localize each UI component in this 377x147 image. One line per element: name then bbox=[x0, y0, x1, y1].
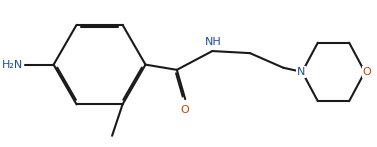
Text: O: O bbox=[363, 67, 371, 77]
Text: NH: NH bbox=[205, 37, 222, 47]
Text: H₂N: H₂N bbox=[2, 60, 23, 70]
Text: O: O bbox=[181, 105, 190, 115]
Text: N: N bbox=[297, 67, 305, 77]
